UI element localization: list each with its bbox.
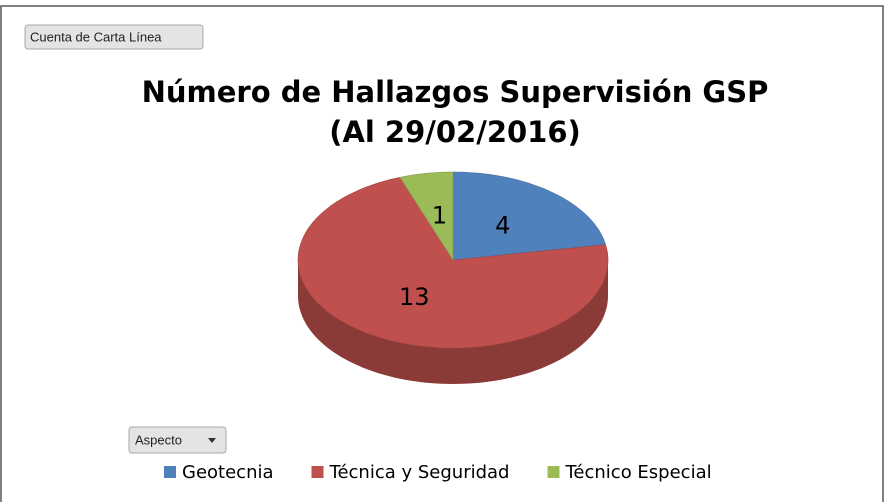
legend: Geotecnia Técnica y Seguridad Técnico Espe… (164, 462, 712, 483)
field-button-box[interactable] (24, 24, 204, 50)
pie-slice (452, 171, 607, 261)
legend-swatch (164, 466, 176, 478)
filter-button-box[interactable] (128, 426, 227, 454)
filter-button-label[interactable]: Aspecto (135, 432, 182, 447)
pie-slice (297, 176, 609, 349)
pie-slice-side (298, 260, 608, 384)
data-label: 1 (432, 202, 447, 230)
field-button[interactable]: Cuenta de Carta Línea (24, 24, 204, 50)
legend-swatch (547, 466, 560, 478)
field-button-label[interactable]: Cuenta de Carta Línea (30, 29, 162, 44)
filter-button[interactable]: Aspecto (128, 426, 227, 454)
legend-swatch (311, 466, 324, 478)
legend-label: Técnica y Seguridad (329, 462, 510, 483)
legend-label: Geotecnia (182, 462, 274, 483)
data-label: 4 (495, 211, 510, 239)
chart-title: Número de Hallazgos Supervisión GSP (142, 75, 769, 109)
chart-subtitle: (Al 29/02/2016) (329, 115, 581, 149)
dropdown-arrow[interactable] (208, 438, 216, 443)
pie: 4 13 1 (297, 171, 609, 384)
pie-slice (399, 171, 454, 262)
data-label: 13 (399, 283, 430, 311)
legend-label: Técnico Especial (564, 462, 711, 483)
